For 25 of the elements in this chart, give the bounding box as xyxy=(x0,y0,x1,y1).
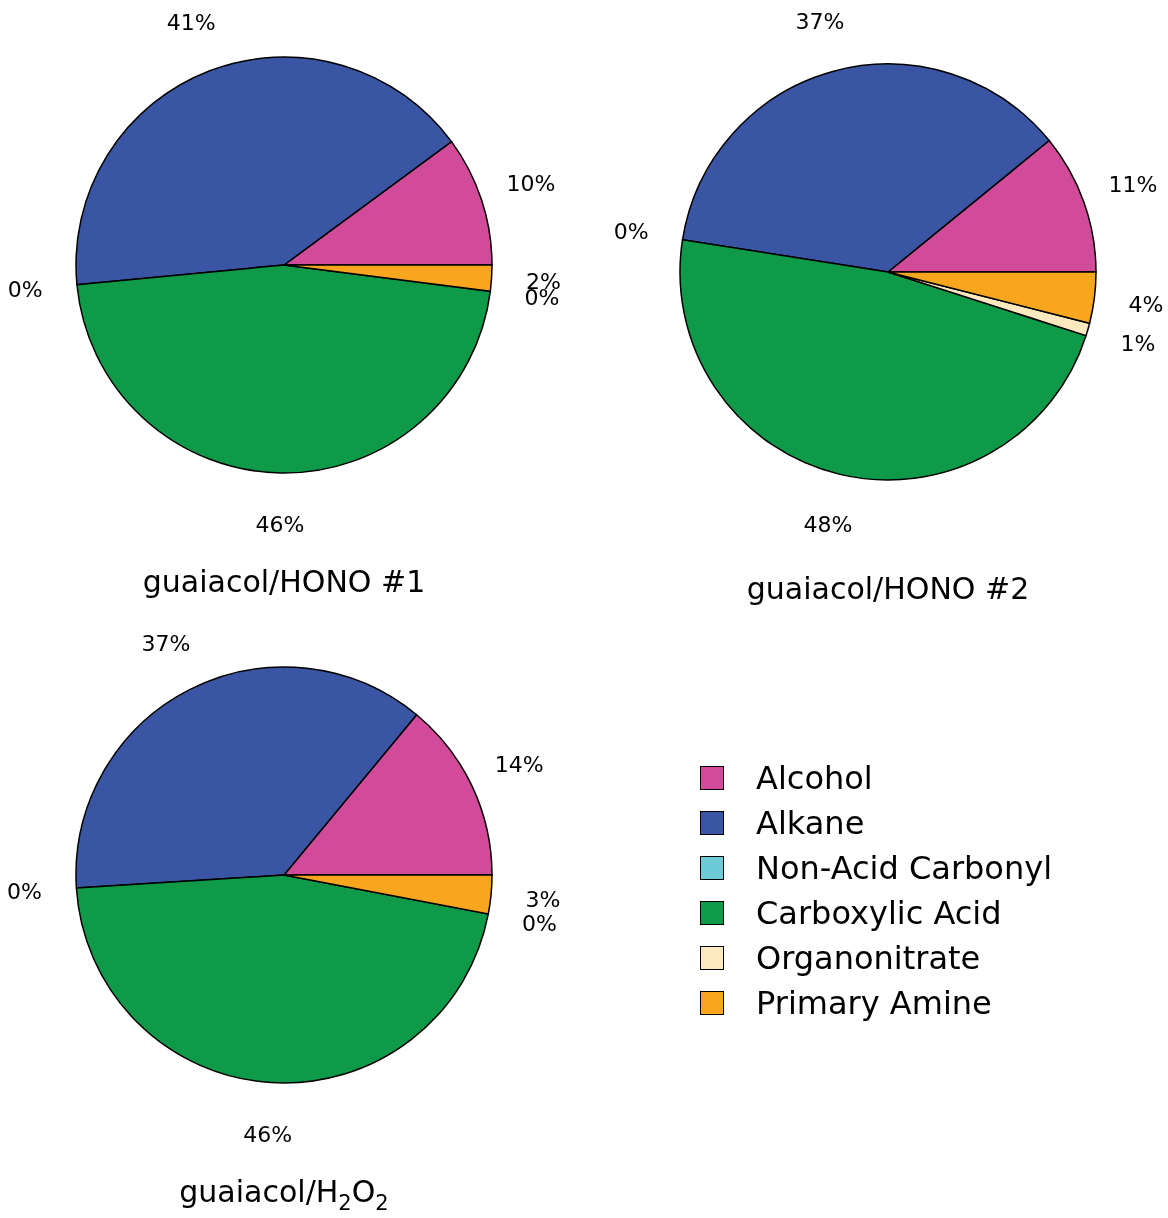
data-label: 46% xyxy=(243,1121,293,1147)
legend-label: Organonitrate xyxy=(756,938,981,977)
data-label: 11% xyxy=(1108,172,1158,198)
legend-label: Primary Amine xyxy=(756,983,992,1022)
data-label: 41% xyxy=(166,9,216,35)
legend-label: Carboxylic Acid xyxy=(756,893,1002,932)
data-label: 46% xyxy=(255,512,305,538)
text: guaiacol/HONO #1 xyxy=(142,563,426,599)
text: 0% xyxy=(7,277,43,303)
data-label: 14% xyxy=(494,751,544,777)
data-label: 4% xyxy=(1128,291,1164,317)
data-label: 37% xyxy=(141,630,191,656)
legend-label: Non-Acid Carbonyl xyxy=(756,848,1053,887)
text: 0% xyxy=(521,911,557,937)
text: 0% xyxy=(7,878,42,904)
legend-label: Alkane xyxy=(756,803,865,842)
text: 0% xyxy=(613,219,649,245)
data-label: 3% xyxy=(525,886,561,912)
legend-label: Alcohol xyxy=(756,758,873,797)
text: guaiacol/H$_{2}$O$_{2}$ xyxy=(179,1173,389,1215)
text: guaiacol/HONO #2 xyxy=(746,570,1030,606)
data-label: 48% xyxy=(803,512,853,538)
data-label: 1% xyxy=(1120,331,1156,357)
data-label: 37% xyxy=(795,8,845,34)
data-label: 10% xyxy=(506,171,556,197)
